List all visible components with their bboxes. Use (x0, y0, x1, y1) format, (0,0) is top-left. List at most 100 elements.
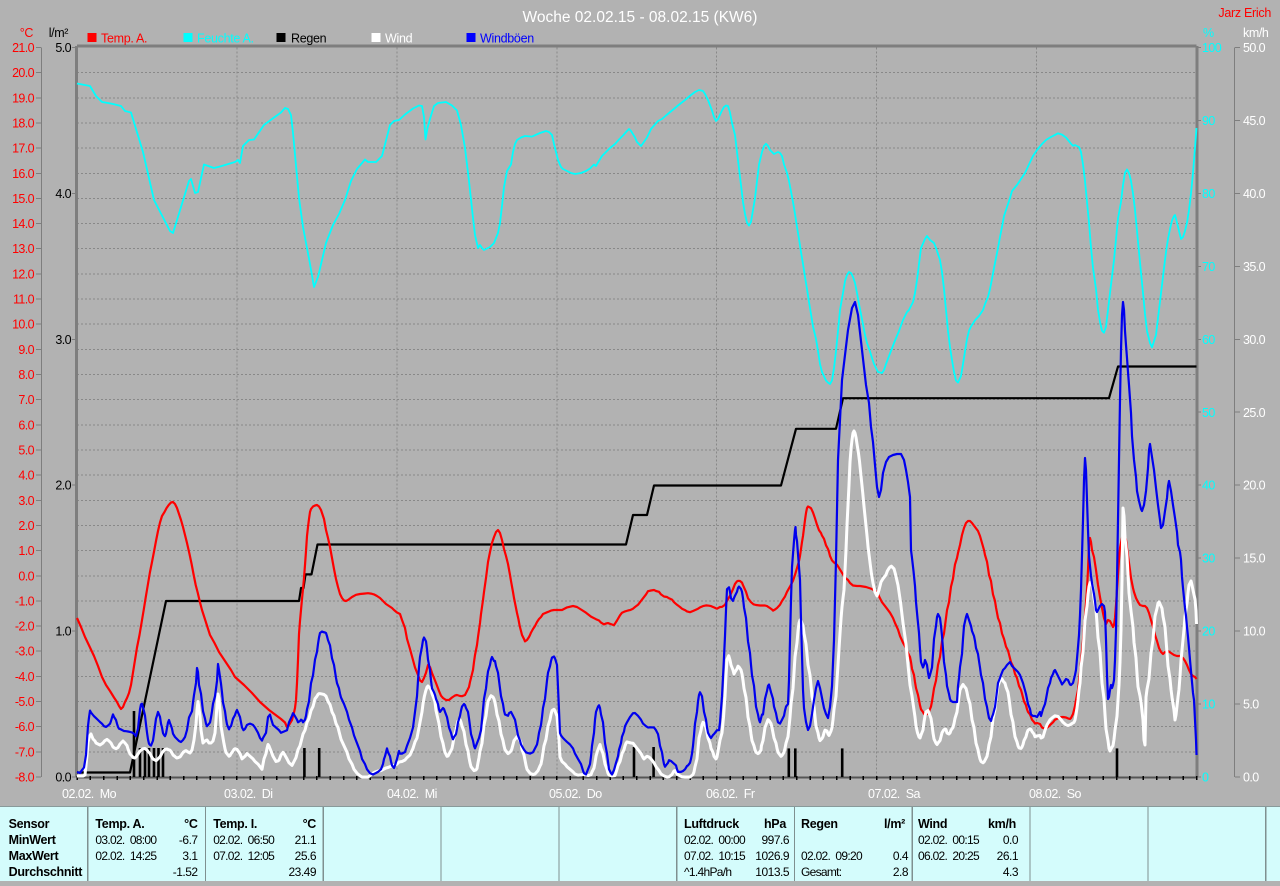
svg-text:Wind: Wind (918, 817, 947, 831)
svg-text:-5.0: -5.0 (15, 695, 35, 709)
svg-text:-4.0: -4.0 (15, 670, 35, 684)
svg-text:0.4: 0.4 (893, 849, 909, 863)
svg-text:25.6: 25.6 (295, 849, 317, 863)
svg-text:20: 20 (1202, 625, 1215, 639)
svg-text:-1.0: -1.0 (15, 594, 35, 608)
svg-text:14.0: 14.0 (12, 217, 35, 231)
svg-text:Gesamt:: Gesamt: (801, 865, 842, 879)
svg-text:03.02. 08:00: 03.02. 08:00 (95, 833, 157, 847)
svg-text:Temp. A.: Temp. A. (101, 32, 147, 46)
svg-text:6.0: 6.0 (18, 418, 34, 432)
svg-text:Sensor: Sensor (9, 817, 50, 831)
svg-text:70: 70 (1202, 260, 1215, 274)
svg-text:9.0: 9.0 (18, 343, 34, 357)
svg-text:3.0: 3.0 (18, 494, 34, 508)
svg-text:Regen: Regen (291, 32, 327, 46)
svg-text:100: 100 (1202, 41, 1222, 55)
svg-text:02.02. 00:00: 02.02. 00:00 (684, 833, 746, 847)
svg-text:-7.0: -7.0 (15, 745, 35, 759)
svg-text:40: 40 (1202, 479, 1215, 493)
svg-text:35.0: 35.0 (1243, 260, 1266, 274)
svg-text:18.0: 18.0 (12, 116, 35, 130)
svg-text:16.0: 16.0 (12, 167, 35, 181)
svg-text:3.1: 3.1 (182, 849, 198, 863)
svg-text:0: 0 (1202, 771, 1209, 785)
svg-text:Windböen: Windböen (480, 32, 534, 46)
svg-text:26.1: 26.1 (997, 849, 1019, 863)
svg-text:10.0: 10.0 (1243, 625, 1266, 639)
svg-text:80: 80 (1202, 187, 1215, 201)
svg-text:20.0: 20.0 (1243, 479, 1266, 493)
svg-text:30: 30 (1202, 552, 1215, 566)
svg-text:%: % (1203, 26, 1214, 40)
svg-text:1.0: 1.0 (55, 625, 71, 639)
svg-text:2.0: 2.0 (18, 519, 34, 533)
svg-text:MaxWert: MaxWert (9, 849, 60, 863)
svg-text:Durchschnitt: Durchschnitt (9, 865, 84, 879)
svg-text:30.0: 30.0 (1243, 333, 1266, 347)
svg-text:-8.0: -8.0 (15, 770, 35, 784)
svg-text:13.0: 13.0 (12, 242, 35, 256)
svg-text:°C: °C (184, 817, 198, 831)
svg-text:12.0: 12.0 (12, 267, 35, 281)
svg-text:km/h: km/h (988, 817, 1016, 831)
svg-text:15.0: 15.0 (12, 192, 35, 206)
svg-text:4.3: 4.3 (1003, 865, 1019, 879)
svg-text:02.02. 09:20: 02.02. 09:20 (801, 849, 863, 863)
svg-text:05.02. Do: 05.02. Do (549, 787, 602, 801)
svg-text:45.0: 45.0 (1243, 114, 1266, 128)
svg-text:11.0: 11.0 (13, 293, 35, 307)
svg-text:19.0: 19.0 (12, 91, 35, 105)
svg-text:90: 90 (1202, 114, 1215, 128)
svg-text:07.02. Sa: 07.02. Sa (868, 787, 921, 801)
svg-text:Temp. I.: Temp. I. (213, 817, 257, 831)
svg-text:0.0: 0.0 (18, 569, 34, 583)
svg-text:10: 10 (1202, 698, 1215, 712)
svg-text:hPa: hPa (764, 817, 787, 831)
svg-text:7.0: 7.0 (18, 393, 34, 407)
svg-text:08.02. So: 08.02. So (1029, 787, 1082, 801)
svg-text:Temp. A.: Temp. A. (95, 817, 144, 831)
svg-text:02.02. 06:50: 02.02. 06:50 (213, 833, 275, 847)
svg-text:1013.5: 1013.5 (755, 865, 790, 879)
svg-text:60: 60 (1202, 333, 1215, 347)
svg-text:21.1: 21.1 (295, 833, 317, 847)
svg-text:25.0: 25.0 (1243, 406, 1266, 420)
svg-text:5.0: 5.0 (18, 443, 34, 457)
svg-text:8.0: 8.0 (18, 368, 34, 382)
svg-text:l/m²: l/m² (884, 817, 905, 831)
svg-text:2.8: 2.8 (893, 865, 909, 879)
svg-text:Feuchte A.: Feuchte A. (197, 32, 254, 46)
svg-text:l/m²: l/m² (49, 26, 68, 40)
svg-text:°C: °C (20, 26, 34, 40)
svg-text:0.0: 0.0 (55, 771, 71, 785)
svg-text:04.02. Mi: 04.02. Mi (387, 787, 437, 801)
svg-text:20.0: 20.0 (12, 66, 35, 80)
svg-text:3.0: 3.0 (55, 333, 71, 347)
svg-text:0.0: 0.0 (1003, 833, 1019, 847)
svg-text:-3.0: -3.0 (15, 645, 35, 659)
svg-text:1.0: 1.0 (18, 544, 34, 558)
svg-text:02.02. 00:15: 02.02. 00:15 (918, 833, 980, 847)
svg-text:-6.0: -6.0 (15, 720, 35, 734)
svg-text:06.02. 20:25: 06.02. 20:25 (918, 849, 980, 863)
svg-text:07.02. 12:05: 07.02. 12:05 (213, 849, 275, 863)
svg-text:50: 50 (1202, 406, 1215, 420)
svg-text:Luftdruck: Luftdruck (684, 817, 739, 831)
svg-text:Jarz Erich: Jarz Erich (1218, 6, 1271, 20)
svg-text:40.0: 40.0 (1243, 187, 1266, 201)
svg-text:2.0: 2.0 (55, 479, 71, 493)
svg-text:5.0: 5.0 (55, 41, 71, 55)
svg-text:Woche 02.02.15 - 08.02.15 (KW6: Woche 02.02.15 - 08.02.15 (KW6) (523, 9, 758, 26)
svg-text:^1.4hPa/h: ^1.4hPa/h (684, 865, 731, 879)
svg-text:23.49: 23.49 (288, 865, 316, 879)
svg-text:4.0: 4.0 (18, 469, 34, 483)
svg-text:-1.52: -1.52 (173, 865, 199, 879)
svg-text:Regen: Regen (801, 817, 838, 831)
svg-text:1026.9: 1026.9 (755, 849, 790, 863)
svg-text:4.0: 4.0 (55, 187, 71, 201)
svg-text:03.02. Di: 03.02. Di (224, 787, 273, 801)
svg-text:07.02. 10:15: 07.02. 10:15 (684, 849, 746, 863)
svg-text:km/h: km/h (1243, 26, 1269, 40)
svg-text:02.02. Mo: 02.02. Mo (62, 787, 117, 801)
